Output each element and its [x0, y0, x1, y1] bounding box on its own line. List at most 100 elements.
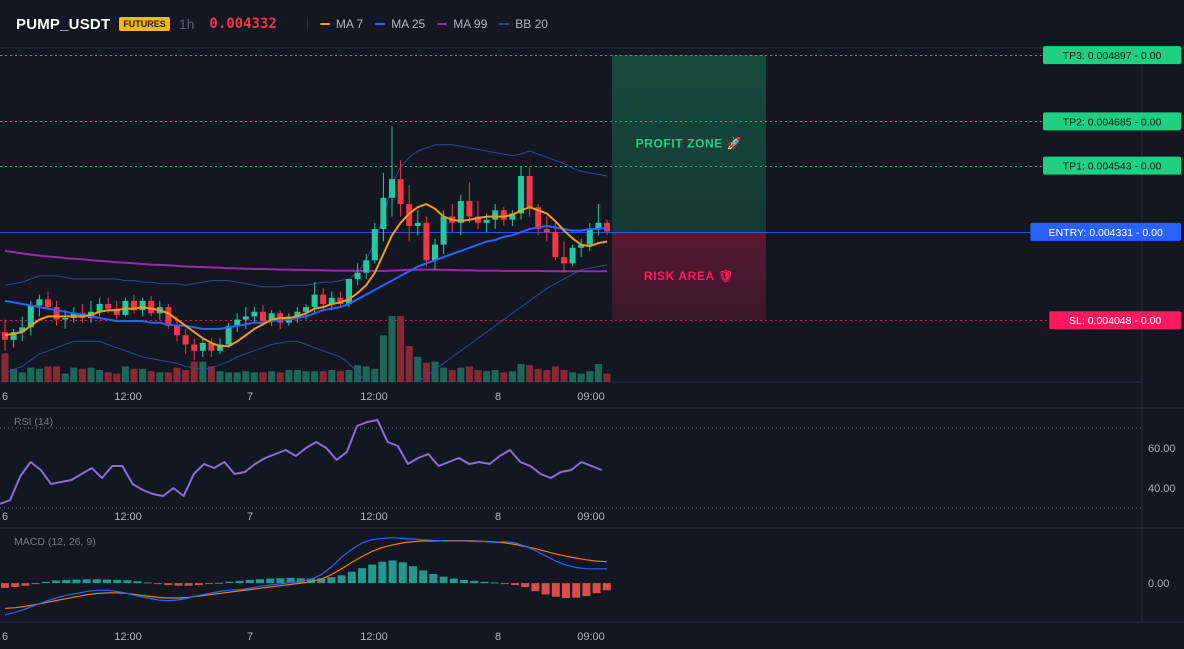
- candle-body: [500, 210, 507, 220]
- candle-body: [492, 210, 499, 220]
- x-axis-label: 8: [495, 511, 501, 523]
- bb-upper-line: [4, 144, 608, 288]
- macd-histogram-bar: [235, 580, 244, 584]
- legend-item[interactable]: BB 20: [499, 17, 548, 31]
- candle-body: [113, 308, 120, 315]
- macd-histogram-bar: [82, 579, 91, 584]
- x-axis-label: 8: [495, 631, 501, 643]
- candle-body: [174, 325, 180, 336]
- candle-body: [526, 175, 533, 208]
- candle-body: [2, 332, 8, 340]
- volume-bar: [87, 367, 95, 382]
- volume-bar: [560, 370, 568, 382]
- macd-histogram-bar: [123, 580, 132, 584]
- legend-label: MA 25: [391, 17, 426, 31]
- macd-histogram-bar: [602, 583, 611, 591]
- volume-bar: [586, 371, 594, 382]
- macd-histogram-bar: [184, 583, 193, 586]
- macd-histogram-bar: [72, 579, 81, 584]
- x-axis-label: 12:00: [114, 391, 142, 403]
- x-axis-label: 12:00: [114, 511, 142, 523]
- candle-body: [569, 247, 576, 264]
- volume-bar: [225, 372, 233, 382]
- macd-histogram-bar: [347, 571, 356, 584]
- profit-zone: [612, 55, 766, 232]
- header-divider: [306, 17, 308, 31]
- macd-line: [4, 537, 607, 616]
- futures-badge: FUTURES: [119, 17, 170, 31]
- macd-histogram-bar: [143, 582, 152, 584]
- candle-body: [294, 311, 301, 317]
- volume-bar: [405, 346, 413, 382]
- legend-swatch: [437, 23, 448, 25]
- candle-body: [199, 342, 206, 351]
- volume-bar: [259, 372, 267, 382]
- candle-body: [268, 313, 275, 322]
- volume-bar: [328, 370, 336, 382]
- legend-label: MA 7: [335, 17, 364, 31]
- candle-body: [242, 316, 249, 320]
- price-tag-label: TP1: 0.004543 - 0.00: [1063, 161, 1162, 173]
- volume-bar: [293, 370, 301, 382]
- main-pane[interactable]: [0, 55, 1142, 393]
- candle-body: [36, 299, 43, 306]
- price-tag-bg: [1049, 311, 1181, 330]
- symbol-name[interactable]: PUMP_USDT: [16, 15, 111, 33]
- volume-bar: [388, 316, 396, 382]
- candle-body: [397, 179, 404, 205]
- price-tag[interactable]: TP1: 0.004543 - 0.00: [1043, 156, 1181, 175]
- price-tag[interactable]: ENTRY: 0.004331 - 0.00: [1030, 222, 1181, 241]
- volume-bar: [268, 371, 276, 382]
- macd-histogram-bar: [164, 583, 173, 586]
- candle-body: [414, 222, 421, 226]
- volume-bar: [53, 366, 61, 382]
- macd-histogram-bar: [1, 583, 9, 588]
- candle-body: [234, 319, 241, 326]
- legend-item[interactable]: MA 99: [437, 17, 487, 31]
- volume-bar: [534, 368, 542, 382]
- candle-body: [311, 294, 318, 308]
- volume-bar: [44, 366, 52, 382]
- volume-bar: [603, 373, 611, 382]
- x-axis-label: 12:00: [114, 631, 142, 643]
- macd-histogram-bar: [52, 580, 60, 584]
- macd-histogram-bar: [480, 581, 489, 584]
- legend-item[interactable]: MA 7: [319, 17, 364, 31]
- candle-body: [217, 344, 223, 351]
- ma25-line: [4, 224, 608, 330]
- volume-bar: [440, 367, 448, 382]
- macd-histogram-bar: [511, 583, 519, 586]
- macd-histogram-bar: [551, 583, 560, 597]
- candle-body: [423, 222, 430, 261]
- candle-body: [354, 272, 361, 279]
- timeframe-label[interactable]: 1h: [178, 16, 195, 32]
- ma7-line: [4, 203, 608, 348]
- volume-bar: [130, 368, 138, 382]
- price-tag-bg: [1043, 112, 1181, 131]
- volume-bar: [250, 372, 258, 382]
- profit-zone-label: PROFIT ZONE 🚀: [636, 137, 743, 151]
- x-axis-label: 09:00: [577, 631, 605, 643]
- macd-title: MACD (12, 26, 9): [14, 536, 96, 548]
- macd-histogram-bar: [368, 564, 377, 584]
- volume-bar: [70, 367, 78, 382]
- price-tag[interactable]: TP2: 0.004685 - 0.00: [1043, 112, 1181, 131]
- macd-histogram-bar: [113, 579, 122, 584]
- price-tag[interactable]: TP3: 0.004897 - 0.00: [1043, 46, 1181, 65]
- candle-body: [139, 300, 146, 311]
- x-axis-label: 7: [247, 391, 253, 403]
- last-price: 0.004332: [209, 16, 277, 32]
- macd-histogram-bar: [470, 580, 479, 584]
- candle-body: [346, 278, 352, 304]
- volume-bar: [517, 364, 525, 382]
- risk-zone: [612, 231, 766, 321]
- volume-bar: [190, 361, 198, 382]
- candle-body: [165, 307, 172, 326]
- macd-histogram-bar: [500, 583, 509, 585]
- price-tag[interactable]: SL: 0.004048 - 0.00: [1049, 311, 1181, 330]
- legend-item[interactable]: MA 25: [375, 17, 425, 31]
- candle-body: [337, 297, 344, 304]
- volume-bar: [543, 370, 551, 382]
- x-axis-label: 12:00: [360, 631, 388, 643]
